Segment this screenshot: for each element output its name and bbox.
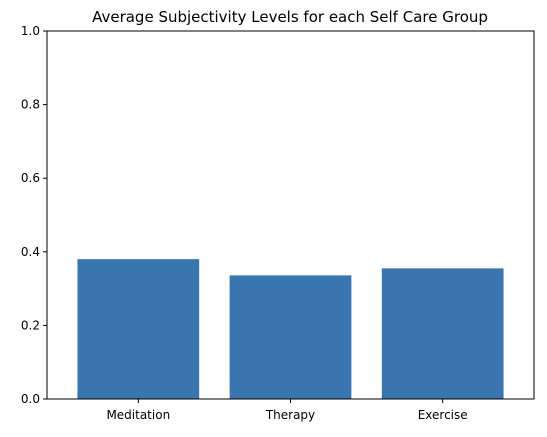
y-tick-label: 0.0 [21, 392, 40, 406]
x-tick-label: Meditation [106, 408, 170, 422]
axes-layer: 0.0 0.2 0.4 0.6 0.8 1.0 Meditation Therapy Exerc… [21, 24, 535, 422]
bars-layer [77, 259, 504, 399]
y-tick-label: 0.8 [21, 98, 40, 112]
chart-title: Average Subjectivity Levels for each Sel… [92, 8, 488, 26]
bar-meditation [77, 259, 200, 399]
bar-exercise [381, 268, 504, 399]
y-tick-label: 0.6 [21, 171, 40, 185]
x-tick-label: Therapy [265, 408, 315, 422]
bar-therapy [229, 275, 352, 399]
y-tick-label: 1.0 [21, 24, 40, 38]
y-tick-label: 0.4 [21, 245, 40, 259]
y-tick-label: 0.2 [21, 318, 40, 332]
x-tick-label: Exercise [418, 408, 468, 422]
